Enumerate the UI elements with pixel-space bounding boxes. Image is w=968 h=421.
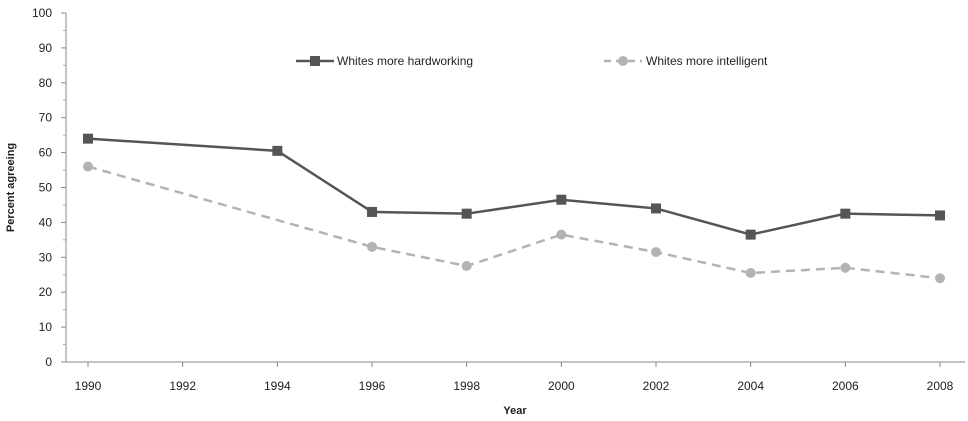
- series-intelligent: [83, 162, 945, 284]
- y-tick-label: 100: [32, 6, 52, 20]
- data-point: [556, 230, 566, 240]
- series-line: [88, 167, 940, 279]
- y-tick-label: 20: [39, 285, 53, 299]
- data-point: [746, 230, 756, 240]
- y-tick-label: 60: [39, 146, 53, 160]
- series-layer: [83, 134, 945, 284]
- series-line: [88, 139, 940, 235]
- x-axis-title: Year: [503, 405, 527, 417]
- x-tick-label: 1994: [264, 379, 291, 393]
- x-tick-label: 2002: [643, 379, 670, 393]
- data-point: [556, 195, 566, 205]
- legend: Whites more hardworking Whites more inte…: [296, 54, 768, 68]
- x-tick-label: 1998: [453, 379, 480, 393]
- data-point: [367, 207, 377, 217]
- data-point: [462, 261, 472, 271]
- x-tick-label: 2004: [737, 379, 764, 393]
- legend-item-hardworking: Whites more hardworking: [296, 54, 473, 68]
- series-hardworking: [83, 134, 945, 240]
- x-tick-label: 2008: [927, 379, 954, 393]
- legend-label-intelligent: Whites more intelligent: [646, 54, 768, 68]
- x-tick-label: 2000: [548, 379, 575, 393]
- legend-label-hardworking: Whites more hardworking: [337, 54, 473, 68]
- data-point: [462, 209, 472, 219]
- x-tick-label: 2006: [832, 379, 859, 393]
- data-point: [83, 162, 93, 172]
- y-tick-label: 70: [39, 111, 53, 125]
- y-tick-label: 10: [39, 320, 53, 334]
- legend-marker-hardworking: [310, 56, 320, 66]
- x-tick-label: 1996: [359, 379, 386, 393]
- x-tick-label: 1992: [169, 379, 196, 393]
- data-point: [840, 263, 850, 273]
- y-tick-label: 40: [39, 215, 53, 229]
- x-axis-ticks: 1990 1992 1994 1996 1998 2000 2002 2004 2006 2008: [75, 362, 954, 393]
- x-tick-label: 1990: [75, 379, 102, 393]
- data-point: [935, 273, 945, 283]
- data-point: [746, 268, 756, 278]
- y-axis-ticks: 0 10 20 30 40 50 60 70 80 90 100: [32, 6, 66, 369]
- y-tick-label: 80: [39, 76, 53, 90]
- y-tick-label: 50: [39, 181, 53, 195]
- y-tick-label: 90: [39, 41, 53, 55]
- data-point: [272, 146, 282, 156]
- data-point: [651, 247, 661, 257]
- data-point: [83, 134, 93, 144]
- y-tick-label: 30: [39, 250, 53, 264]
- legend-item-intelligent: Whites more intelligent: [604, 54, 768, 68]
- data-point: [651, 203, 661, 213]
- y-axis-title: Percent agreeing: [5, 143, 17, 232]
- data-point: [367, 242, 377, 252]
- data-point: [840, 209, 850, 219]
- data-point: [935, 210, 945, 220]
- axes: [66, 13, 965, 362]
- y-tick-label: 0: [45, 355, 52, 369]
- legend-marker-intelligent: [618, 56, 628, 66]
